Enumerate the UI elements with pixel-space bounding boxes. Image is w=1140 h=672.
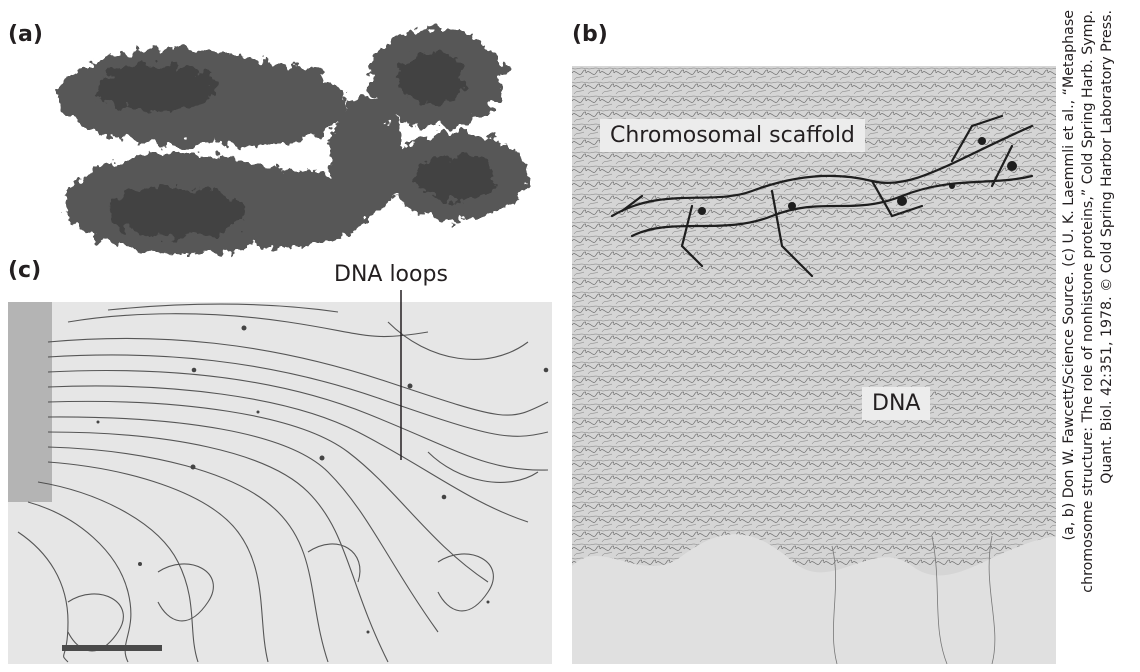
credit-line-1: (a, b) Don W. Fawcett/Science Source. (c… bbox=[1061, 10, 1077, 541]
chromosome-micrograph bbox=[36, 8, 536, 280]
credit-line-2: chromosome structure: The role of nonhis… bbox=[1080, 10, 1096, 593]
dna-loops-label: DNA loops bbox=[334, 262, 448, 287]
scaffold-micrograph bbox=[572, 66, 1056, 664]
dna-label: DNA bbox=[862, 387, 931, 420]
panel-b-label: (b) bbox=[572, 22, 608, 47]
chromosomal-scaffold-label: Chromosomal scaffold bbox=[600, 119, 865, 152]
credit-line-3: Quant. Biol. 42:351, 1978. © Cold Spring… bbox=[1099, 10, 1115, 484]
dna-loops-micrograph bbox=[8, 302, 552, 664]
panel-c-label: (c) bbox=[8, 258, 42, 283]
panel-a-label: (a) bbox=[8, 22, 43, 47]
scale-bar bbox=[62, 645, 162, 651]
image-credit: (a, b) Don W. Fawcett/Science Source. (c… bbox=[1060, 10, 1140, 662]
